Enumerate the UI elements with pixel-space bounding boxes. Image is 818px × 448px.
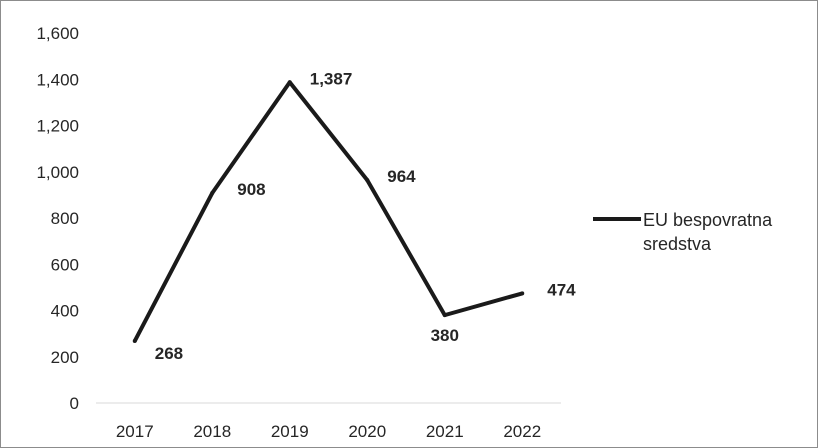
y-tick-label: 0	[70, 394, 79, 413]
x-tick-label: 2022	[503, 422, 541, 441]
y-tick-label: 1,200	[36, 117, 79, 136]
series-line-eu-bespovratna-sredstva	[132, 80, 523, 342]
x-tick-label: 2019	[271, 422, 309, 441]
y-tick-label: 1,400	[36, 70, 79, 89]
y-tick-label: 400	[51, 302, 79, 321]
x-axis-ticks: 2017 2018 2019 2020 2021 2022	[116, 422, 541, 441]
data-label: 1,387	[310, 69, 353, 88]
data-label: 268	[155, 344, 183, 363]
data-point	[442, 313, 447, 318]
data-point	[365, 178, 370, 183]
data-label: 380	[431, 326, 459, 345]
data-point	[132, 339, 137, 344]
data-point	[520, 291, 525, 296]
x-tick-label: 2018	[193, 422, 231, 441]
data-label: 474	[547, 280, 576, 299]
legend-label-line-1: EU bespovratna	[643, 210, 773, 230]
x-tick-label: 2017	[116, 422, 154, 441]
legend: EU bespovratna sredstva	[593, 210, 773, 254]
x-tick-label: 2020	[348, 422, 386, 441]
y-tick-label: 600	[51, 255, 79, 274]
y-tick-label: 1,600	[36, 24, 79, 43]
x-tick-label: 2021	[426, 422, 464, 441]
y-tick-label: 1,000	[36, 163, 79, 182]
y-tick-label: 800	[51, 209, 79, 228]
data-point	[210, 191, 215, 196]
data-label: 964	[387, 167, 416, 186]
data-point	[287, 80, 292, 85]
y-tick-label: 200	[51, 348, 79, 367]
legend-label-line-2: sredstva	[643, 234, 712, 254]
y-axis-ticks: 0 200 400 600 800 1,000 1,200 1,400 1,600	[36, 24, 79, 413]
data-label: 908	[237, 180, 265, 199]
data-labels: 268 908 1,387 964 380 474	[155, 69, 576, 363]
